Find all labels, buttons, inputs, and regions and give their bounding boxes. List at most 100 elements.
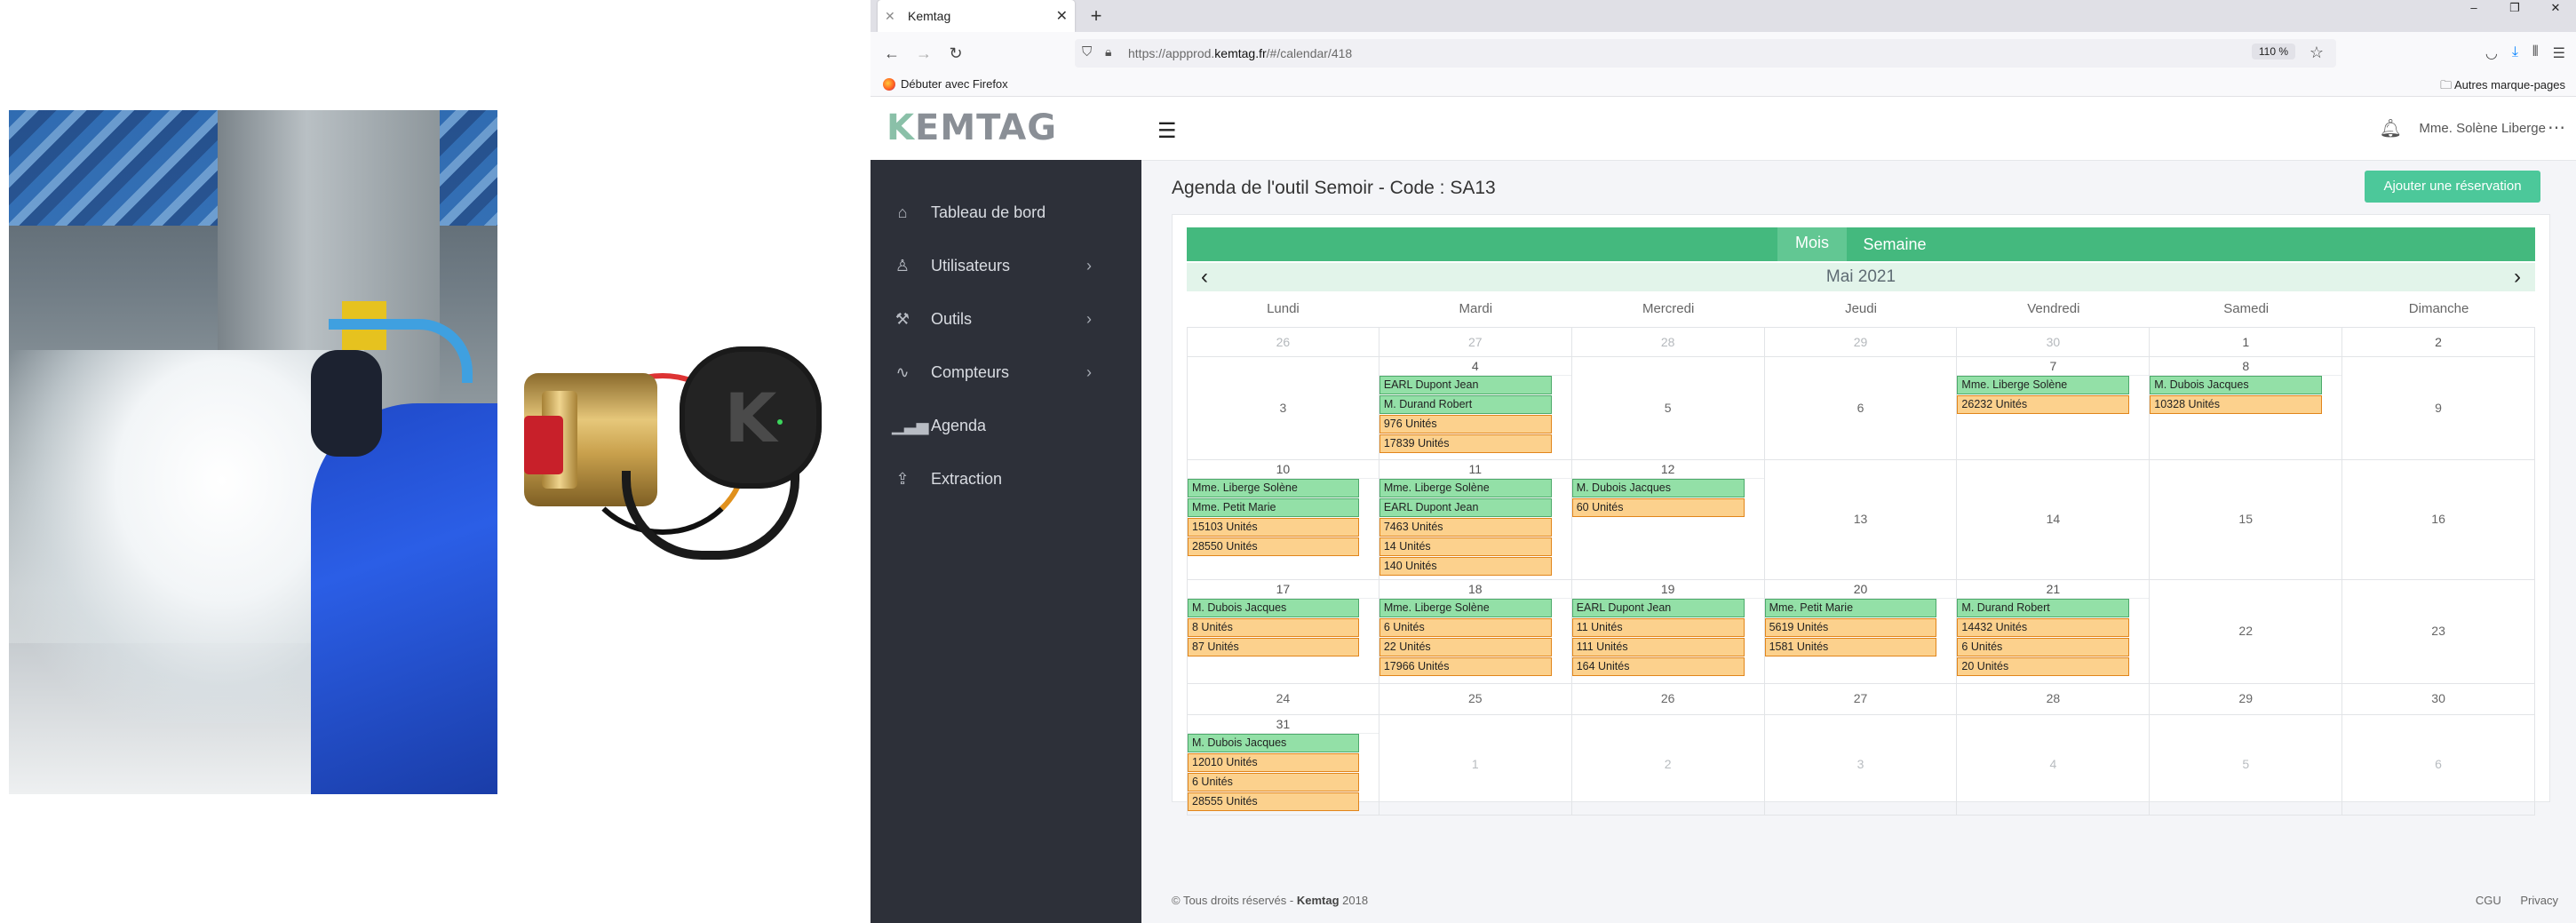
library-icon[interactable]: ⫴ [2532,44,2539,60]
chevron-right-icon[interactable]: › [2514,265,2521,289]
day-cell[interactable]: 30 [1957,328,2151,356]
day-cell[interactable]: 20 Mme. Petit Marie 5619 Unités 1581 Unités [1764,580,1958,683]
close-window-icon[interactable]: ✕ [2550,1,2561,14]
units-event[interactable]: 17839 Unités [1379,434,1552,453]
day-cell[interactable]: 4 EARL Dupont Jean M. Durand Robert 976 Uni… [1379,357,1572,459]
units-event[interactable]: 60 Unités [1571,498,1745,517]
units-event[interactable]: 5619 Unités [1764,618,1937,637]
reservation-event[interactable]: M. Dubois Jacques [1188,734,1359,752]
reservation-event[interactable]: EARL Dupont Jean [1571,599,1745,617]
day-cell[interactable]: 23 [2342,580,2535,683]
reservation-event[interactable]: M. Durand Robert [1957,599,2130,617]
day-cell[interactable]: 6 [2342,715,2535,815]
day-cell[interactable]: 11 Mme. Liberge Solène EARL Dupont Jean 746… [1379,460,1572,579]
download-icon[interactable]: ⤓ [2511,44,2518,60]
day-cell[interactable]: 29 [2150,684,2343,714]
more-icon[interactable]: ⋯ [2548,118,2565,138]
url-text[interactable]: https://appprod.kemtag.fr/#/calendar/418 [1128,46,1353,60]
close-tab-icon[interactable]: ✕ [1055,9,1068,24]
day-cell[interactable]: 14 [1957,460,2151,579]
sidebar-item-agenda[interactable]: ▁▃▅ Agenda [871,399,1141,452]
reservation-event[interactable]: M. Dubois Jacques [2150,376,2323,394]
day-cell[interactable]: 28 [1957,684,2151,714]
reservation-event[interactable]: Mme. Petit Marie [1188,498,1359,517]
day-cell[interactable]: 7 Mme. Liberge Solène 26232 Unités [1957,357,2151,459]
shield-icon[interactable]: ⛉ [1082,44,1093,60]
minimize-icon[interactable]: – [2470,1,2477,14]
day-cell[interactable]: 27 [1379,328,1572,356]
menu-icon[interactable]: ☰ [2552,46,2565,61]
new-tab-button[interactable]: + [1090,4,1102,27]
units-event[interactable]: 12010 Unités [1188,753,1359,772]
units-event[interactable]: 28555 Unités [1188,792,1359,811]
pocket-icon[interactable]: ◡ [2485,46,2498,61]
day-cell[interactable]: 22 [2150,580,2343,683]
day-cell[interactable]: 15 [2150,460,2343,579]
day-cell[interactable]: 19 EARL Dupont Jean 11 Unités 111 Unités 164… [1571,580,1765,683]
units-event[interactable]: 8 Unités [1188,618,1359,637]
units-event[interactable]: 164 Unités [1571,657,1745,676]
tab-week[interactable]: Semaine [1863,235,1927,253]
units-event[interactable]: 17966 Unités [1379,657,1552,676]
day-cell[interactable]: 10 Mme. Liberge Solène Mme. Petit Marie 151… [1187,460,1379,579]
day-cell[interactable]: 21 M. Durand Robert 14432 Unités 6 Unités 20… [1957,580,2151,683]
logo[interactable]: KEMTAG [871,97,1141,160]
day-cell[interactable]: 28 [1572,328,1765,356]
zoom-level[interactable]: 110 % [2251,44,2295,60]
day-cell[interactable]: 12 M. Dubois Jacques 60 Unités [1571,460,1765,579]
lock-icon[interactable]: 🔒︎ [1105,44,1112,59]
day-cell[interactable]: 31 M. Dubois Jacques 12010 Unités 6 Unités 2… [1187,715,1379,815]
units-event[interactable]: 22 Unités [1379,638,1552,656]
day-cell[interactable]: 17 M. Dubois Jacques 8 Unités 87 Unités [1187,580,1379,683]
cgu-link[interactable]: CGU [2475,894,2501,907]
reservation-event[interactable]: EARL Dupont Jean [1379,498,1552,517]
day-cell[interactable]: 3 [1765,715,1958,815]
day-cell[interactable]: 27 [1765,684,1958,714]
units-event[interactable]: 20 Unités [1957,657,2130,676]
user-name[interactable]: Mme. Solène Liberge [2419,121,2546,136]
day-cell[interactable]: 30 [2342,684,2535,714]
day-cell[interactable]: 1 [2150,328,2343,356]
reservation-event[interactable]: Mme. Liberge Solène [1379,599,1552,617]
day-cell[interactable]: 3 [1187,357,1379,459]
units-event[interactable]: 26232 Unités [1957,395,2130,414]
reservation-event[interactable]: Mme. Liberge Solène [1379,479,1552,497]
reservation-event[interactable]: M. Dubois Jacques [1571,479,1745,497]
sidebar-item-users[interactable]: ♙ Utilisateurs › [871,239,1141,292]
units-event[interactable]: 1581 Unités [1764,638,1937,656]
day-cell[interactable]: 6 [1765,357,1958,459]
day-cell[interactable]: 9 [2342,357,2535,459]
day-cell[interactable]: 5 [1572,357,1765,459]
browser-tab[interactable]: ✕ Kemtag ✕ [878,0,1075,32]
day-cell[interactable]: 26 [1187,328,1379,356]
bell-icon[interactable]: 🔔︎ [2379,119,2402,139]
day-cell[interactable]: 8 M. Dubois Jacques 10328 Unités [2150,357,2343,459]
other-bookmarks[interactable]: 🗀 Autres marque-pages [2440,77,2565,97]
units-event[interactable]: 15103 Unités [1188,518,1359,537]
units-event[interactable]: 6 Unités [1188,773,1359,792]
add-reservation-button[interactable]: Ajouter une réservation [2365,171,2540,203]
day-cell[interactable]: 13 [1765,460,1958,579]
day-cell[interactable]: 2 [1572,715,1765,815]
units-event[interactable]: 11 Unités [1571,618,1745,637]
units-event[interactable]: 7463 Unités [1379,518,1552,537]
tab-month[interactable]: Mois [1777,227,1847,261]
day-cell[interactable]: 25 [1379,684,1572,714]
units-event[interactable]: 87 Unités [1188,638,1359,656]
units-event[interactable]: 14 Unités [1379,537,1552,556]
bookmark-item[interactable]: Débuter avec Firefox [883,77,1008,91]
reload-icon[interactable]: ↻ [949,44,963,62]
units-event[interactable]: 10328 Unités [2150,395,2323,414]
units-event[interactable]: 976 Unités [1379,415,1552,434]
units-event[interactable]: 14432 Unités [1957,618,2130,637]
sidebar-item-dashboard[interactable]: ⌂ Tableau de bord [871,186,1141,239]
day-cell[interactable]: 29 [1765,328,1958,356]
sidebar-item-extraction[interactable]: ⇪ Extraction [871,452,1141,505]
chevron-left-icon[interactable]: ‹ [1201,265,1208,289]
forward-icon[interactable]: → [916,44,932,62]
privacy-link[interactable]: Privacy [2520,894,2558,907]
sidebar-item-counters[interactable]: ∿ Compteurs › [871,346,1141,399]
hamburger-icon[interactable]: ☰ [1157,119,1177,143]
units-event[interactable]: 140 Unités [1379,557,1552,576]
url-bar[interactable]: ⛉ 🔒︎ https://appprod.kemtag.fr/#/calenda… [1075,39,2336,68]
